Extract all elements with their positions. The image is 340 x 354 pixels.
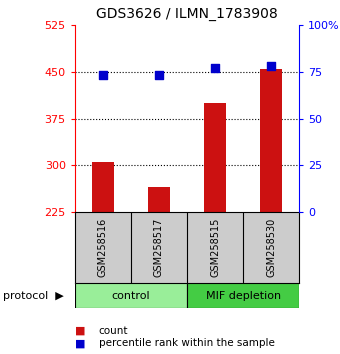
Bar <box>148 187 170 212</box>
Bar <box>75 283 187 308</box>
Bar <box>187 283 299 308</box>
Text: GSM258516: GSM258516 <box>98 218 108 278</box>
Text: protocol  ▶: protocol ▶ <box>3 291 64 301</box>
Text: GSM258530: GSM258530 <box>266 218 276 278</box>
Text: ■: ■ <box>75 326 85 336</box>
Text: count: count <box>99 326 128 336</box>
Text: ■: ■ <box>75 338 85 348</box>
Text: control: control <box>112 291 150 301</box>
Bar <box>91 162 114 212</box>
Text: GSM258515: GSM258515 <box>210 218 220 278</box>
Bar <box>260 69 282 212</box>
Point <box>212 65 218 71</box>
Text: GSM258517: GSM258517 <box>154 218 164 278</box>
Title: GDS3626 / ILMN_1783908: GDS3626 / ILMN_1783908 <box>96 7 278 21</box>
Bar <box>204 103 226 212</box>
Text: percentile rank within the sample: percentile rank within the sample <box>99 338 274 348</box>
Point <box>268 63 274 69</box>
Point <box>156 73 162 78</box>
Point <box>100 73 105 78</box>
Text: MIF depletion: MIF depletion <box>206 291 280 301</box>
